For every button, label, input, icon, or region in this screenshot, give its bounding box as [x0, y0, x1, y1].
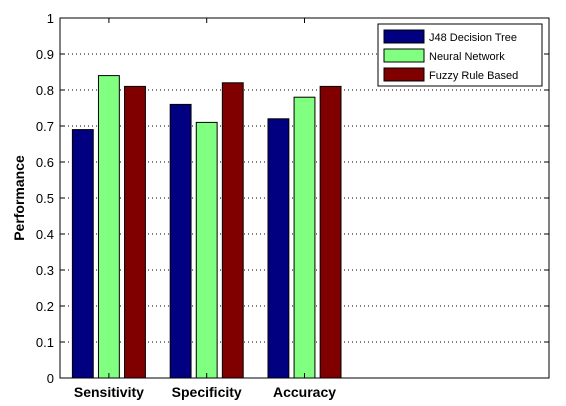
y-tick-label: 0.9 [36, 47, 54, 62]
y-tick-label: 0 [47, 371, 54, 386]
bar-neural-network-accuracy [293, 96, 316, 379]
bar-j48-decision-tree-sensitivity [71, 129, 94, 379]
y-tick-label: 0.1 [36, 335, 54, 350]
legend-swatch [383, 67, 425, 82]
y-tick-label: 0.4 [36, 227, 54, 242]
bar-neural-network-sensitivity [97, 75, 120, 379]
y-tick-label: 1 [47, 11, 54, 26]
y-tick-label: 0.6 [36, 155, 54, 170]
bar-j48-decision-tree-accuracy [267, 118, 290, 379]
y-tick-label: 0.5 [36, 191, 54, 206]
y-ticks: 0 0.1 0.2 0.3 0.4 0.5 0.6 0.7 0.8 0.9 1 [36, 11, 549, 386]
bar-j48-decision-tree-specificity [169, 103, 192, 379]
x-ticks: Sensitivity Specificity Accuracy [74, 18, 336, 400]
legend-swatch [383, 29, 425, 44]
x-tick-label: Specificity [172, 384, 242, 400]
y-tick-label: 0.7 [36, 119, 54, 134]
bar-fuzzy-rule-based-sensitivity [124, 85, 146, 379]
y-tick-label: 0.8 [36, 83, 54, 98]
bars [71, 75, 342, 379]
legend-label: Neural Network [429, 51, 505, 63]
y-tick-label: 0.3 [36, 263, 54, 278]
bar-fuzzy-rule-based-specificity [221, 82, 244, 379]
y-tick-label: 0.2 [36, 299, 54, 314]
legend: J48 Decision Tree Neural Network Fuzzy Rul… [377, 23, 543, 87]
x-tick-label: Sensitivity [74, 384, 144, 400]
bar-fuzzy-rule-based-accuracy [319, 85, 342, 379]
bar-neural-network-specificity [195, 121, 218, 379]
x-tick-label: Accuracy [273, 384, 336, 400]
legend-swatch [383, 48, 425, 63]
legend-label: Fuzzy Rule Based [429, 70, 518, 82]
legend-label: J48 Decision Tree [429, 32, 517, 44]
y-axis-title: Performance [11, 155, 27, 241]
